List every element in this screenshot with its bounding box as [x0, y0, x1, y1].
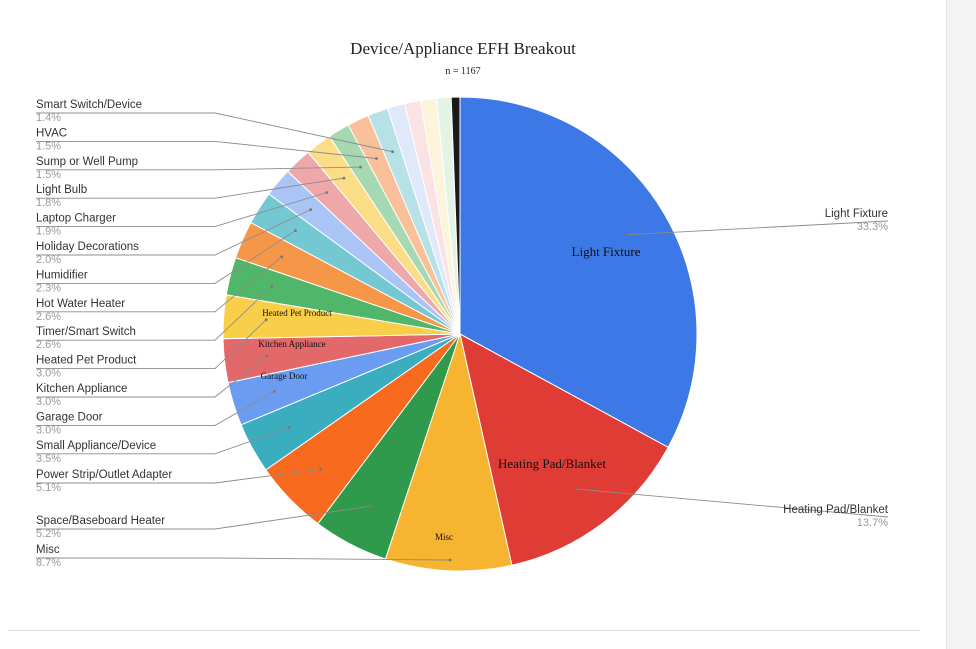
leader-dot-power-strip-outlet-adapter: [319, 467, 322, 471]
divider: [8, 630, 920, 631]
percent-power-strip-outlet-adapter: 5.1%: [36, 482, 61, 494]
label-light-fixture: Light Fixture: [825, 208, 888, 220]
pie-slices: [222, 96, 698, 572]
leader-dot-misc: [448, 558, 452, 562]
leader-line-holiday-decorations: [36, 209, 311, 256]
leader-dot-kitchen-appliance: [265, 354, 269, 358]
label-heated-pet-product: Heated Pet Product: [36, 355, 137, 367]
leader-line-garage-door: [36, 391, 275, 426]
label-humidifier: Humidifier: [36, 269, 88, 281]
inside-label-misc: Misc: [435, 532, 453, 542]
percent-garage-door: 3.0%: [36, 424, 61, 436]
inside-labels: Light Fixture Heating Pad/Blanket Misc Gara…: [258, 244, 640, 542]
leader-dot-timer-smart-switch: [270, 285, 273, 288]
leader-dot-small-appliance-device: [288, 426, 291, 429]
percent-humidifier: 2.3%: [36, 282, 61, 294]
percent-sump-or-well-pump: 1.5%: [36, 169, 61, 181]
label-holiday-decorations: Holiday Decorations: [36, 241, 139, 253]
leader-dot-smart-switch-device: [391, 150, 394, 154]
percent-kitchen-appliance: 3.0%: [36, 396, 61, 408]
leader-dot-hot-water-heater: [280, 255, 284, 259]
percent-misc: 8.7%: [36, 557, 61, 569]
leader-dot-laptop-charger: [325, 191, 329, 194]
leader-line-light-bulb: [36, 177, 344, 199]
leader-line-hot-water-heater: [36, 256, 282, 313]
label-small-appliance-device: Small Appliance/Device: [36, 440, 156, 452]
leader-line-small-appliance-device: [36, 427, 290, 455]
leader-line-power-strip-outlet-adapter: [36, 468, 321, 484]
leader-line-timer-smart-switch: [36, 286, 272, 341]
label-heating-pad-blanket: Heating Pad/Blanket: [783, 504, 889, 516]
label-laptop-charger: Laptop Charger: [36, 213, 116, 225]
leader-dot-space-baseboard-heater: [368, 504, 372, 508]
percent-small-appliance-device: 3.5%: [36, 453, 61, 465]
percent-smart-switch-device: 1.4%: [36, 112, 61, 124]
pie-slice-unlabeled: [450, 96, 461, 335]
leader-line-smart-switch-device: [36, 112, 393, 153]
percent-laptop-charger: 1.9%: [36, 226, 61, 238]
label-misc: Misc: [36, 544, 60, 556]
label-sump-or-well-pump: Sump or Well Pump: [36, 156, 138, 168]
percent-heating-pad-blanket: 13.7%: [857, 517, 888, 529]
leader-line-heated-pet-product: [36, 319, 267, 370]
percent-heated-pet-product: 3.0%: [36, 368, 61, 380]
leader-line-misc: [36, 557, 451, 561]
label-garage-door: Garage Door: [36, 411, 103, 423]
label-hot-water-heater: Hot Water Heater: [36, 298, 125, 310]
leader-dot-sump-or-well-pump: [359, 165, 362, 169]
leader-line-laptop-charger: [36, 192, 327, 228]
percent-light-bulb: 1.8%: [36, 197, 61, 209]
leader-line-space-baseboard-heater: [36, 505, 371, 530]
label-timer-smart-switch: Timer/Smart Switch: [36, 326, 136, 338]
percent-holiday-decorations: 2.0%: [36, 254, 61, 266]
pie-slice-misc: [384, 332, 513, 572]
scrollbar-track[interactable]: [946, 0, 976, 649]
leader-dot-hvac: [375, 157, 378, 160]
leader-dot-light-bulb: [342, 176, 346, 180]
label-kitchen-appliance: Kitchen Appliance: [36, 383, 127, 395]
inside-label-heating-pad-blanket: Heating Pad/Blanket: [498, 456, 606, 471]
inside-label-heated-pet-product: Heated Pet Product: [262, 308, 332, 318]
chart-title: Device/Appliance EFH Breakout: [350, 39, 576, 58]
leader-line-hvac: [36, 140, 377, 159]
label-power-strip-outlet-adapter: Power Strip/Outlet Adapter: [36, 469, 172, 481]
leader-dot-holiday-decorations: [309, 208, 313, 212]
leader-dot-heating-pad-blanket: [575, 487, 579, 491]
chart-subtitle: n = 1167: [445, 66, 480, 77]
leader-dot-heated-pet-product: [264, 318, 268, 322]
label-space-baseboard-heater: Space/Baseboard Heater: [36, 515, 165, 527]
pie-slice-light-fixture: [459, 96, 698, 449]
percent-light-fixture: 33.3%: [857, 221, 888, 233]
pie-slice-heating-pad-blanket: [459, 333, 669, 566]
leader-dot-garage-door: [272, 390, 276, 393]
percent-timer-smart-switch: 2.6%: [36, 339, 61, 351]
leader-lines: [36, 112, 889, 562]
leader-dot-humidifier: [294, 229, 297, 233]
leader-line-kitchen-appliance: [36, 355, 268, 398]
leader-dot-light-fixture: [625, 233, 629, 237]
inside-label-kitchen-appliance: Kitchen Appliance: [258, 339, 325, 349]
leader-line-light-fixture: [627, 220, 889, 236]
label-hvac: HVAC: [36, 127, 67, 139]
leader-line-heating-pad-blanket: [576, 488, 889, 518]
percent-hot-water-heater: 2.6%: [36, 311, 61, 323]
percent-space-baseboard-heater: 5.2%: [36, 528, 61, 540]
inside-label-light-fixture: Light Fixture: [572, 244, 641, 259]
label-light-bulb: Light Bulb: [36, 184, 87, 196]
percent-hvac: 1.5%: [36, 140, 61, 152]
leader-line-humidifier: [36, 230, 296, 284]
leader-line-sump-or-well-pump: [36, 166, 361, 171]
inside-label-garage-door: Garage Door: [261, 371, 308, 381]
label-smart-switch-device: Smart Switch/Device: [36, 99, 142, 111]
